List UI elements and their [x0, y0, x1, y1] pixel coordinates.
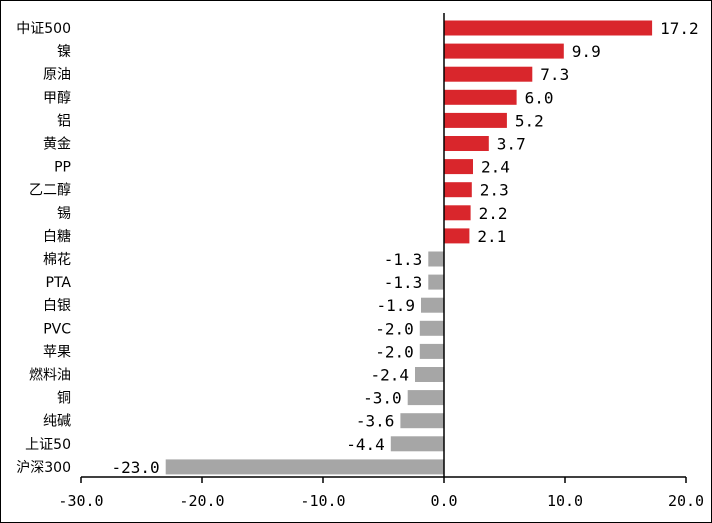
category-label: 沪深300: [16, 460, 71, 476]
bar: [415, 367, 444, 382]
value-label: -23.0: [112, 458, 160, 477]
bar: [428, 251, 444, 267]
x-tick-label: 20.0: [668, 492, 704, 510]
category-label: 铝: [57, 113, 71, 129]
category-label: 铜: [57, 391, 71, 407]
x-tick-label: -30.0: [58, 492, 103, 510]
category-label: 乙二醇: [29, 182, 71, 199]
category-label: 棉花: [43, 251, 71, 268]
category-label: 原油: [43, 67, 71, 83]
bar: [400, 413, 444, 429]
x-tick-label: 0.0: [430, 492, 457, 510]
value-label: 2.3: [480, 181, 509, 200]
value-label: 6.0: [525, 88, 554, 107]
category-label: 中证500: [16, 21, 71, 37]
category-label: 黄金: [43, 136, 71, 153]
bar: [444, 20, 653, 36]
bar: [419, 320, 444, 336]
bar: [444, 159, 473, 175]
value-label: -2.0: [375, 319, 414, 338]
category-label: 白银: [43, 298, 71, 314]
value-label: 17.2: [660, 19, 699, 38]
value-label: -2.4: [370, 366, 409, 385]
category-label: 锡: [57, 206, 71, 222]
bar: [428, 274, 444, 290]
value-label: 2.4: [481, 158, 510, 177]
value-label: 5.2: [515, 111, 544, 130]
category-label: 白糖: [43, 229, 71, 245]
bar: [444, 205, 471, 221]
bar: [421, 297, 444, 313]
bar: [444, 112, 507, 128]
value-label: -3.0: [363, 389, 402, 408]
bar: [444, 228, 470, 244]
bar: [444, 89, 517, 105]
value-label: -1.3: [384, 273, 423, 292]
bar: [444, 66, 533, 82]
value-label: -3.6: [356, 412, 395, 431]
x-tick-label: -10.0: [300, 492, 345, 510]
category-label: 甲醇: [43, 89, 71, 106]
category-label: PTA: [46, 275, 72, 291]
value-label: 9.9: [572, 42, 601, 61]
x-tick-label: -20.0: [179, 492, 224, 510]
value-label: 7.3: [540, 65, 569, 84]
value-label: 3.7: [497, 135, 526, 154]
category-label: 上证50: [25, 437, 71, 453]
bar: [419, 343, 444, 359]
bar: [165, 459, 444, 475]
category-label: PVC: [43, 321, 71, 337]
value-label: -1.3: [384, 250, 423, 269]
bar: [444, 136, 489, 151]
bar: [444, 43, 564, 59]
bar: [444, 182, 472, 198]
bar: [407, 390, 444, 406]
category-label: PP: [54, 160, 71, 176]
category-label: 镍: [57, 44, 71, 60]
value-label: -2.0: [375, 342, 414, 361]
category-label: 燃料油: [29, 367, 71, 384]
value-label: -1.9: [376, 296, 415, 315]
value-label: -4.4: [346, 435, 385, 454]
category-label: 苹果: [43, 344, 71, 360]
x-tick-label: 10.0: [547, 492, 583, 510]
category-label: 纯碱: [43, 414, 71, 430]
value-label: 2.1: [477, 227, 506, 246]
value-label: 2.2: [479, 204, 508, 223]
bar: [390, 436, 444, 452]
